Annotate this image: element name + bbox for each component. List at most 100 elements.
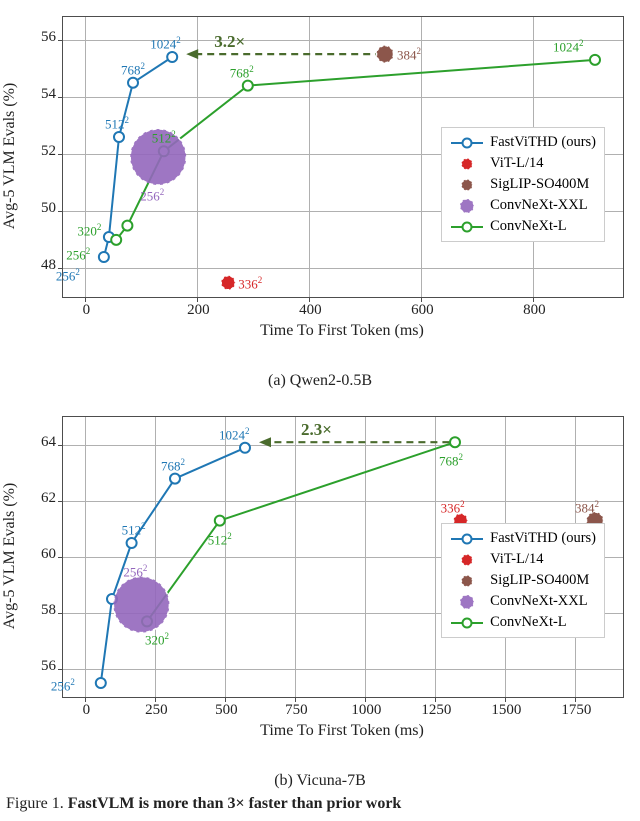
marker-fastvithd	[240, 443, 250, 453]
marker-convnext_l	[243, 81, 253, 91]
marker-fastvithd	[96, 678, 106, 688]
marker-convnext_l	[450, 437, 460, 447]
point-label: 3202	[77, 222, 101, 239]
marker-vit	[221, 276, 235, 290]
point-label: 3362	[238, 275, 262, 292]
point-label: 10242	[553, 38, 584, 55]
legend-label: ConvNeXt-XXL	[490, 197, 587, 214]
legend-item: ViT-L/14	[450, 549, 596, 570]
marker-fastvithd	[127, 538, 137, 548]
xlabel: Time To First Token (ms)	[62, 322, 622, 340]
legend: FastViTHD (ours) ViT-L/14 SigLIP-SO400M Con…	[441, 127, 605, 242]
point-label: 3362	[441, 499, 465, 516]
xtick-label: 200	[178, 302, 218, 319]
ytick-label: 56	[32, 29, 56, 46]
point-label: 2562	[56, 267, 80, 284]
legend-label: ViT-L/14	[490, 155, 543, 172]
plot-area: 2.3×256251227682102423202512276822562336…	[62, 416, 624, 698]
point-label: 3202	[145, 631, 169, 648]
marker-convnext_l	[111, 235, 121, 245]
legend-swatch	[450, 530, 484, 548]
panel-caption-a: (a) Qwen2-0.5B	[0, 372, 640, 390]
legend-swatch	[450, 197, 484, 215]
marker-fastvithd	[114, 132, 124, 142]
legend-swatch	[450, 155, 484, 173]
marker-siglip	[377, 46, 394, 63]
point-label: 3842	[397, 46, 421, 63]
point-label: 10242	[219, 426, 250, 443]
point-label: 7682	[161, 457, 185, 474]
legend-item: SigLIP-SO400M	[450, 570, 596, 591]
panel-caption-b: (b) Vicuna-7B	[0, 772, 640, 790]
legend-item: FastViTHD (ours)	[450, 528, 596, 549]
xtick-label: 1500	[486, 702, 526, 719]
point-label: 2562	[66, 246, 90, 263]
legend-swatch	[450, 134, 484, 152]
marker-convnext_l	[215, 516, 225, 526]
marker-fastvithd	[170, 474, 180, 484]
xtick-label: 1000	[346, 702, 386, 719]
xtick-label: 400	[290, 302, 330, 319]
speedup-arrowhead	[186, 49, 198, 59]
point-label: 3842	[575, 499, 599, 516]
legend-label: SigLIP-SO400M	[490, 572, 589, 589]
ytick-label: 60	[32, 546, 56, 563]
legend-label: ViT-L/14	[490, 551, 543, 568]
legend-swatch	[450, 614, 484, 632]
xtick-label: 600	[402, 302, 442, 319]
speedup-arrowhead	[259, 437, 271, 447]
legend-item: FastViTHD (ours)	[450, 132, 596, 153]
xlabel: Time To First Token (ms)	[62, 722, 622, 740]
xtick-label: 0	[66, 302, 106, 319]
legend-label: ConvNeXt-L	[490, 614, 567, 631]
ytick-label: 56	[32, 658, 56, 675]
legend-item: SigLIP-SO400M	[450, 174, 596, 195]
xtick-label: 500	[206, 702, 246, 719]
legend-item: ViT-L/14	[450, 153, 596, 174]
marker-fastvithd	[99, 252, 109, 262]
legend-item: ConvNeXt-XXL	[450, 591, 596, 612]
point-label: 7682	[439, 452, 463, 469]
legend-swatch	[450, 218, 484, 236]
xtick-label: 250	[136, 702, 176, 719]
point-label: 5122	[152, 129, 176, 146]
xtick-label: 0	[66, 702, 106, 719]
legend-swatch	[450, 551, 484, 569]
plot-area: 3.2× 2562 5122 7682 10242 2562 3202 5122 7682 102…	[62, 16, 624, 298]
legend-swatch	[450, 176, 484, 194]
series-line-convnext_l	[147, 442, 455, 621]
marker-convnext_l	[590, 55, 600, 65]
ylabel: Avg-5 VLM Evals (%)	[1, 416, 19, 696]
ytick-label: 54	[32, 86, 56, 103]
figure-caption: Figure 1. FastVLM is more than 3× faster…	[6, 795, 634, 813]
speedup-label: 2.3×	[301, 420, 332, 440]
legend-label: ConvNeXt-XXL	[490, 593, 587, 610]
xtick-label: 1250	[416, 702, 456, 719]
legend-swatch	[450, 593, 484, 611]
marker-fastvithd	[167, 52, 177, 62]
point-label: 10242	[150, 35, 181, 52]
ytick-label: 58	[32, 602, 56, 619]
point-label: 7682	[230, 64, 254, 81]
point-label: 7682	[121, 61, 145, 78]
point-label: 5122	[105, 115, 129, 132]
point-label: 2562	[140, 187, 164, 204]
ytick-label: 48	[32, 257, 56, 274]
ytick-label: 50	[32, 200, 56, 217]
point-label: 5122	[122, 521, 146, 538]
ytick-label: 52	[32, 143, 56, 160]
point-label: 5122	[208, 531, 232, 548]
xtick-label: 750	[276, 702, 316, 719]
point-label: 2562	[51, 677, 75, 694]
legend-label: FastViTHD (ours)	[490, 134, 596, 151]
legend-label: ConvNeXt-L	[490, 218, 567, 235]
legend-item: ConvNeXt-XXL	[450, 195, 596, 216]
speedup-label: 3.2×	[214, 32, 245, 52]
ylabel: Avg-5 VLM Evals (%)	[1, 16, 19, 296]
xtick-label: 800	[514, 302, 554, 319]
legend-swatch	[450, 572, 484, 590]
point-label: 2562	[123, 563, 147, 580]
legend-label: FastViTHD (ours)	[490, 530, 596, 547]
marker-convnext_xxl	[113, 577, 169, 633]
legend: FastViTHD (ours) ViT-L/14 SigLIP-SO400M Con…	[441, 523, 605, 638]
